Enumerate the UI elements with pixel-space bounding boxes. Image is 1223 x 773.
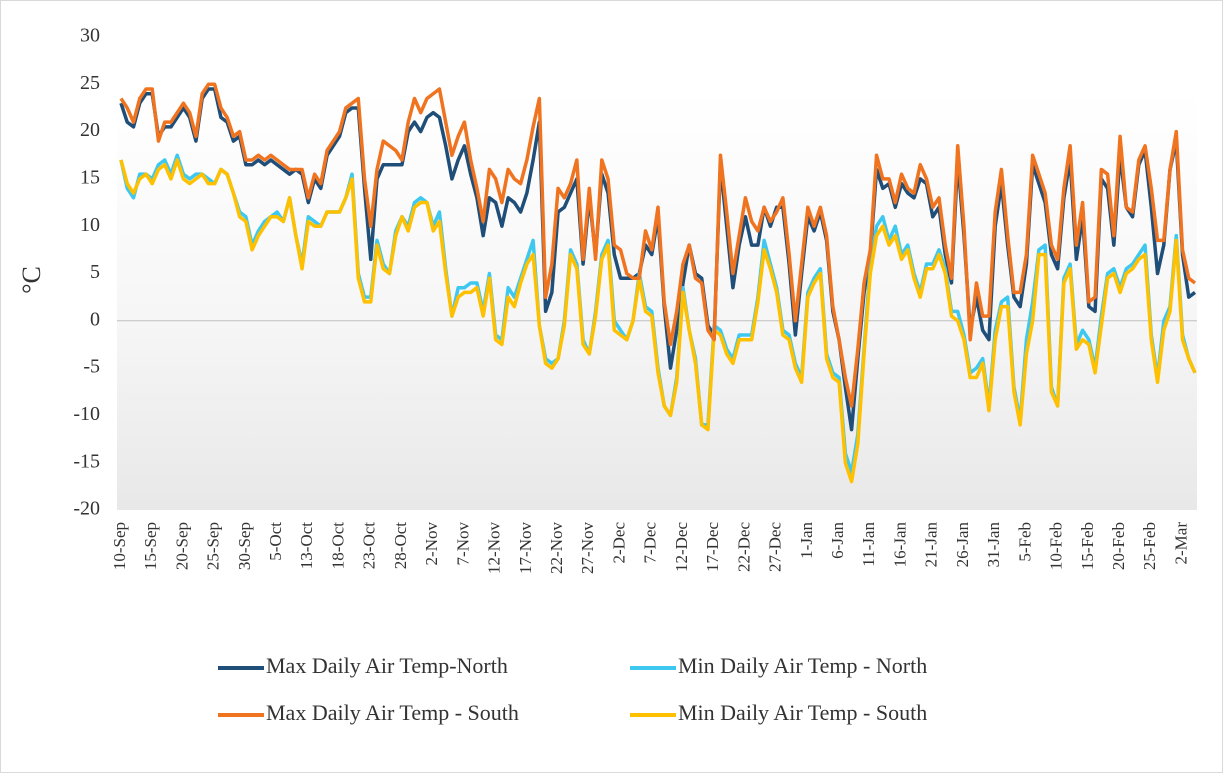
series-line: [119, 158, 1197, 484]
x-tick-label: 2-Nov: [422, 522, 441, 566]
legend-label: Min Daily Air Temp - North: [678, 653, 927, 678]
x-tick-label: 25-Sep: [204, 522, 223, 570]
x-tick-label: 27-Dec: [766, 522, 785, 572]
x-tick-label: 18-Oct: [328, 522, 347, 569]
y-tick-label: 5: [90, 261, 100, 283]
x-tick-label: 6-Jan: [828, 522, 847, 559]
y-tick-label: 0: [90, 308, 100, 330]
x-tick-label: 20-Sep: [172, 522, 191, 570]
x-tick-label: 15-Sep: [141, 522, 160, 570]
x-tick-label: 21-Jan: [922, 522, 941, 568]
y-tick-label: 15: [80, 166, 100, 188]
x-tick-label: 22-Nov: [547, 522, 566, 574]
x-tick-label: 27-Nov: [578, 522, 597, 574]
x-tick-label: 17-Dec: [703, 522, 722, 572]
y-axis-title: °C: [17, 266, 46, 294]
x-tick-label: 10-Sep: [110, 522, 129, 570]
x-tick-label: 7-Dec: [641, 522, 660, 564]
x-tick-label: 17-Nov: [516, 522, 535, 574]
x-tick-label: 15-Feb: [1078, 522, 1097, 570]
y-tick-label: 10: [80, 214, 100, 236]
legend-label: Max Daily Air Temp-North: [266, 653, 508, 678]
x-tick-label: 5-Oct: [266, 522, 285, 561]
x-tick-label: 16-Jan: [890, 522, 909, 568]
x-tick-label: 23-Oct: [360, 522, 379, 569]
legend-label: Max Daily Air Temp - South: [266, 700, 519, 725]
y-tick-label: -5: [83, 356, 100, 378]
x-tick-label: 1-Jan: [797, 522, 816, 559]
x-tick-label: 2-Dec: [609, 522, 628, 564]
y-tick-label: 25: [80, 72, 100, 94]
y-tick-label: 30: [80, 25, 100, 47]
x-tick-label: 28-Oct: [391, 522, 410, 569]
x-tick-label: 25-Feb: [1140, 522, 1159, 570]
x-tick-label: 10-Feb: [1047, 522, 1066, 570]
x-tick-label: 22-Dec: [734, 522, 753, 572]
x-tick-label: 5-Feb: [1015, 522, 1034, 562]
x-tick-label: 26-Jan: [953, 522, 972, 568]
x-tick-label: 2-Mar: [1171, 522, 1190, 565]
x-tick-label: 12-Nov: [485, 522, 504, 574]
y-tick-label: -20: [73, 498, 100, 520]
series-line: [119, 82, 1197, 408]
y-tick-label: -15: [73, 450, 100, 472]
x-tick-label: 11-Jan: [859, 522, 878, 567]
x-tick-label: 31-Jan: [984, 522, 1003, 568]
y-tick-label: 20: [80, 119, 100, 141]
x-tick-label: 13-Oct: [297, 522, 316, 569]
x-tick-label: 7-Nov: [453, 522, 472, 566]
x-tick-label: 30-Sep: [235, 522, 254, 570]
y-tick-label: -10: [73, 403, 100, 425]
x-tick-label: 12-Dec: [672, 522, 691, 572]
legend-label: Min Daily Air Temp - South: [678, 700, 927, 725]
x-tick-label: 20-Feb: [1109, 522, 1128, 570]
